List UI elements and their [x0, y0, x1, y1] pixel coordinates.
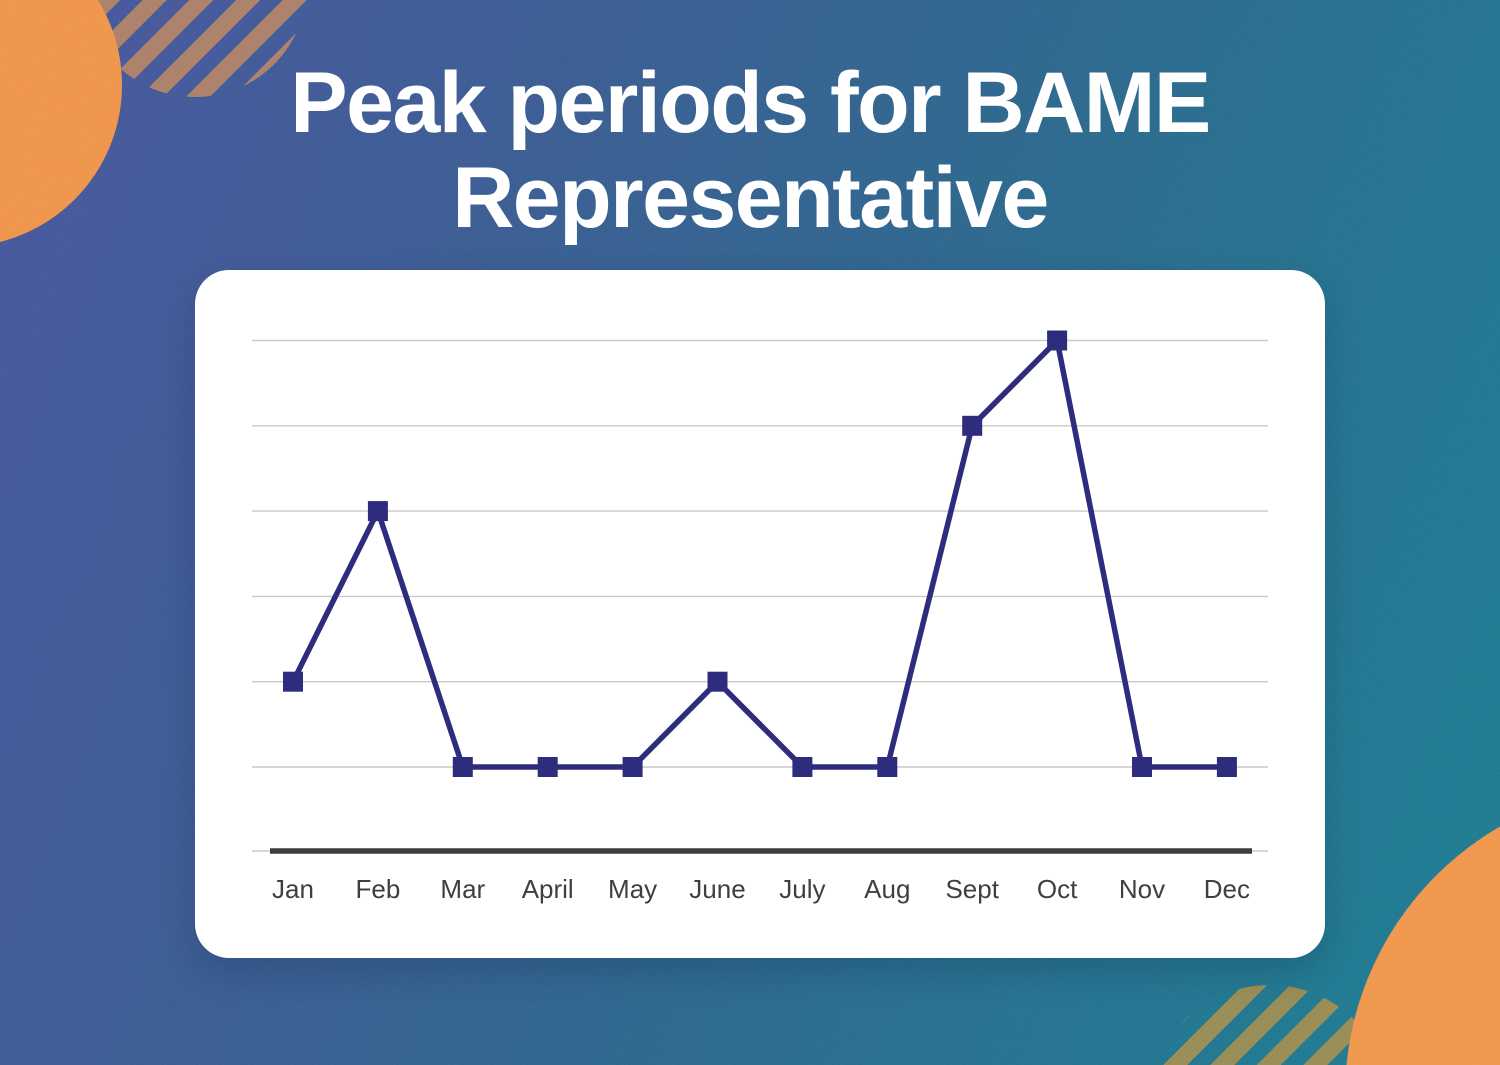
x-tick-label: Feb — [355, 874, 400, 904]
x-tick-label: April — [522, 874, 574, 904]
x-tick-label: July — [779, 874, 825, 904]
data-point-marker — [1216, 757, 1237, 777]
data-point-marker — [877, 757, 898, 777]
data-point-marker — [622, 757, 643, 777]
data-line — [290, 334, 1227, 770]
data-point-marker — [537, 757, 558, 777]
data-point-marker — [1047, 330, 1068, 351]
data-point-marker — [962, 415, 983, 436]
x-tick-label: Oct — [1037, 874, 1078, 904]
data-point-marker — [707, 671, 728, 692]
data-point-marker — [792, 757, 813, 777]
x-tick-label: Nov — [1119, 874, 1165, 904]
x-tick-label: June — [689, 874, 745, 904]
orange-circle-bottom-right-decoration — [1345, 785, 1500, 1065]
page-title-line-1: Peak periods for BAME — [290, 55, 1211, 151]
page-title-line-2: Representative — [452, 150, 1049, 246]
data-point-marker — [452, 757, 473, 777]
x-tick-label: Aug — [864, 874, 910, 904]
data-point-marker — [283, 671, 303, 692]
line-chart: Jan Feb Mar April May June July Aug Sept Oct Nov De… — [252, 330, 1268, 904]
x-tick-label: Sept — [945, 874, 999, 904]
page-title: Peak periods for BAME Representative — [0, 56, 1500, 246]
data-point-marker — [367, 501, 388, 522]
chart-card: Jan Feb Mar April May June July Aug Sept Oct Nov De… — [195, 270, 1325, 958]
data-point-marker — [1132, 757, 1152, 777]
x-tick-label: May — [608, 874, 657, 904]
x-tick-label: Mar — [440, 874, 485, 904]
x-tick-label: Dec — [1204, 874, 1250, 904]
x-tick-label: Jan — [272, 874, 314, 904]
